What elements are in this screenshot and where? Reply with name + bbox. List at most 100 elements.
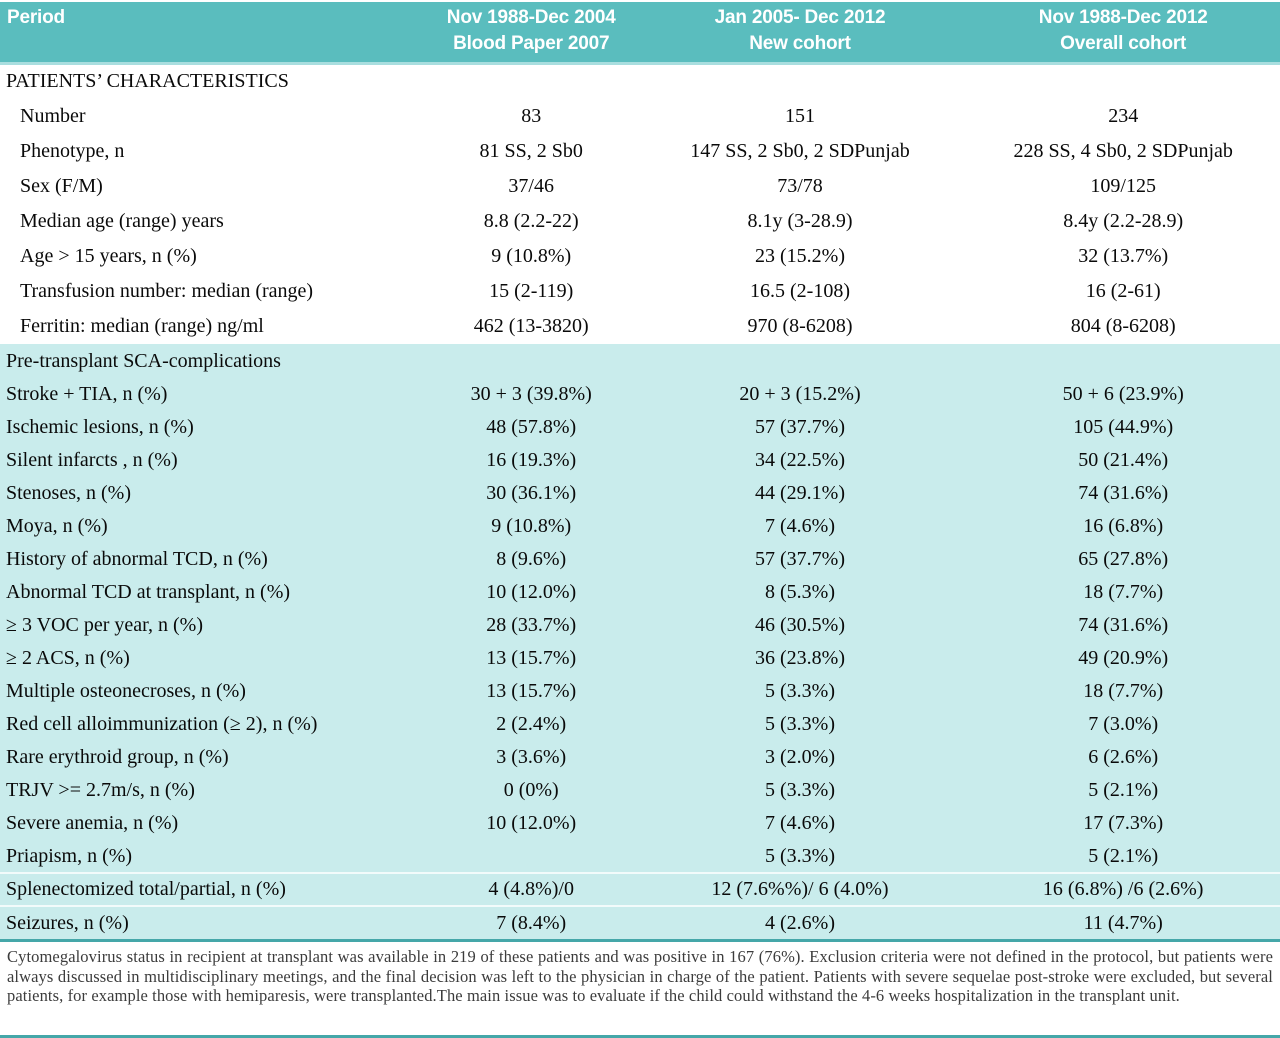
cell-value: 234 xyxy=(966,99,1280,134)
cell-value: 36 (23.8%) xyxy=(633,642,967,675)
cell-value: 8.8 (2.2-22) xyxy=(428,204,634,239)
cell-value: 9 (10.8%) xyxy=(428,239,634,274)
column-header-period: Period xyxy=(0,2,429,65)
cell-value: 30 + 3 (39.8%) xyxy=(428,378,634,411)
cell-value: 151 xyxy=(633,99,967,134)
column-header-line2: Overall cohort xyxy=(1060,33,1187,54)
table-row: Moya, n (%) 9 (10.8%) 7 (4.6%) 16 (6.8%) xyxy=(0,510,1280,543)
period-label: Period xyxy=(7,7,65,28)
cell-value: 109/125 xyxy=(966,169,1280,204)
table-row: Stroke + TIA, n (%) 30 + 3 (39.8%) 20 + 3 … xyxy=(0,378,1280,411)
row-label: Ferritin: median (range) ng/ml xyxy=(0,309,429,344)
section-title: PATIENTS’ CHARACTERISTICS xyxy=(0,63,1280,99)
row-label: Abnormal TCD at transplant, n (%) xyxy=(0,576,429,609)
table-row: Splenectomized total/partial, n (%) 4 (4.… xyxy=(0,872,1280,906)
cell-value: 65 (27.8%) xyxy=(966,543,1280,576)
table-header-row: Period Nov 1988-Dec 2004 Blood Paper 200… xyxy=(0,2,1280,65)
cell-value: 7 (4.6%) xyxy=(633,807,967,840)
cell-value: 20 + 3 (15.2%) xyxy=(633,378,967,411)
cell-value: 4 (2.6%) xyxy=(633,905,967,939)
cell-value: 37/46 xyxy=(428,169,634,204)
row-label: Age > 15 years, n (%) xyxy=(0,239,429,274)
column-header-line1: Nov 1988-Dec 2012 xyxy=(1038,7,1208,28)
cell-value: 57 (37.7%) xyxy=(633,411,967,444)
table-footnote: Cytomegalovirus status in recipient at t… xyxy=(0,939,1280,1006)
cell-value: 9 (10.8%) xyxy=(428,510,634,543)
cell-value: 10 (12.0%) xyxy=(428,576,634,609)
cell-value: 12 (7.6%%)/ 6 (4.0%) xyxy=(633,872,967,906)
cell-value: 462 (13-3820) xyxy=(428,309,634,344)
table-row: Abnormal TCD at transplant, n (%) 10 (12.… xyxy=(0,576,1280,609)
row-label: Multiple osteonecroses, n (%) xyxy=(0,675,429,708)
cell-value: 73/78 xyxy=(633,169,967,204)
row-label: Phenotype, n xyxy=(0,134,429,169)
cell-value: 8 (5.3%) xyxy=(633,576,967,609)
cell-value: 5 (3.3%) xyxy=(633,675,967,708)
column-header-line1: Jan 2005- Dec 2012 xyxy=(714,7,886,28)
table-row: Sex (F/M) 37/46 73/78 109/125 xyxy=(0,169,1280,204)
cell-value: 6 (2.6%) xyxy=(966,741,1280,774)
cell-value: 16 (19.3%) xyxy=(428,444,634,477)
table-row: Phenotype, n 81 SS, 2 Sb0 147 SS, 2 Sb0, 2… xyxy=(0,134,1280,169)
cell-value: 18 (7.7%) xyxy=(966,675,1280,708)
column-header-blood-paper-cohort: Nov 1988-Dec 2004 Blood Paper 2007 xyxy=(428,2,634,65)
cell-value: 147 SS, 2 Sb0, 2 SDPunjab xyxy=(633,134,967,169)
cell-value: 16 (6.8%) /6 (2.6%) xyxy=(966,872,1280,906)
row-label: Rare erythroid group, n (%) xyxy=(0,741,429,774)
cell-value: 228 SS, 4 Sb0, 2 SDPunjab xyxy=(966,134,1280,169)
cell-value: 16 (2-61) xyxy=(966,274,1280,309)
cell-value: 74 (31.6%) xyxy=(966,477,1280,510)
cell-value: 16.5 (2-108) xyxy=(633,274,967,309)
row-label: Priapism, n (%) xyxy=(0,840,429,873)
row-label: Stenoses, n (%) xyxy=(0,477,429,510)
cell-value: 5 (3.3%) xyxy=(633,708,967,741)
cell-value: 50 + 6 (23.9%) xyxy=(966,378,1280,411)
cell-value: 7 (4.6%) xyxy=(633,510,967,543)
table-row: TRJV >= 2.7m/s, n (%) 0 (0%) 5 (3.3%) 5 (2.… xyxy=(0,774,1280,807)
row-label: ≥ 3 VOC per year, n (%) xyxy=(0,609,429,642)
cell-value: 8.4y (2.2-28.9) xyxy=(966,204,1280,239)
cell-value: 804 (8-6208) xyxy=(966,309,1280,344)
cell-value xyxy=(428,840,634,873)
column-header-overall-cohort: Nov 1988-Dec 2012 Overall cohort xyxy=(966,2,1280,65)
column-header-line2: New cohort xyxy=(749,33,851,54)
column-header-line1: Nov 1988-Dec 2004 xyxy=(446,7,616,28)
table-row: Transfusion number: median (range) 15 (2-… xyxy=(0,274,1280,309)
cell-value: 5 (2.1%) xyxy=(966,774,1280,807)
cell-value: 57 (37.7%) xyxy=(633,543,967,576)
row-label: Sex (F/M) xyxy=(0,169,429,204)
cell-value: 5 (3.3%) xyxy=(633,840,967,873)
row-label: Ischemic lesions, n (%) xyxy=(0,411,429,444)
cell-value: 34 (22.5%) xyxy=(633,444,967,477)
table-row: Ischemic lesions, n (%) 48 (57.8%) 57 (37.… xyxy=(0,411,1280,444)
cell-value: 4 (4.8%)/0 xyxy=(428,872,634,906)
row-label: TRJV >= 2.7m/s, n (%) xyxy=(0,774,429,807)
cell-value: 30 (36.1%) xyxy=(428,477,634,510)
patient-characteristics-table: Period Nov 1988-Dec 2004 Blood Paper 200… xyxy=(0,2,1280,939)
cell-value: 46 (30.5%) xyxy=(633,609,967,642)
section-header-row: PATIENTS’ CHARACTERISTICS xyxy=(0,63,1280,99)
bottom-rule xyxy=(0,1035,1280,1038)
row-label: Moya, n (%) xyxy=(0,510,429,543)
cell-value: 3 (2.0%) xyxy=(633,741,967,774)
cell-value: 15 (2-119) xyxy=(428,274,634,309)
table-row: Priapism, n (%) 5 (3.3%) 5 (2.1%) xyxy=(0,840,1280,873)
cell-value: 32 (13.7%) xyxy=(966,239,1280,274)
table-row: ≥ 3 VOC per year, n (%) 28 (33.7%) 46 (30.… xyxy=(0,609,1280,642)
table-row: History of abnormal TCD, n (%) 8 (9.6%) 57… xyxy=(0,543,1280,576)
cell-value: 2 (2.4%) xyxy=(428,708,634,741)
cell-value: 105 (44.9%) xyxy=(966,411,1280,444)
cell-value: 44 (29.1%) xyxy=(633,477,967,510)
cell-value: 50 (21.4%) xyxy=(966,444,1280,477)
row-label: Red cell alloimmunization (≥ 2), n (%) xyxy=(0,708,429,741)
row-label: Silent infarcts , n (%) xyxy=(0,444,429,477)
cell-value: 74 (31.6%) xyxy=(966,609,1280,642)
table-row: Severe anemia, n (%) 10 (12.0%) 7 (4.6%) 17… xyxy=(0,807,1280,840)
section-header-row: Pre-transplant SCA-complications xyxy=(0,344,1280,378)
table-row: Number 83 151 234 xyxy=(0,99,1280,134)
row-label: Stroke + TIA, n (%) xyxy=(0,378,429,411)
table-row: ≥ 2 ACS, n (%) 13 (15.7%) 36 (23.8%) 49 (20… xyxy=(0,642,1280,675)
row-label: ≥ 2 ACS, n (%) xyxy=(0,642,429,675)
section-title: Pre-transplant SCA-complications xyxy=(0,344,1280,378)
